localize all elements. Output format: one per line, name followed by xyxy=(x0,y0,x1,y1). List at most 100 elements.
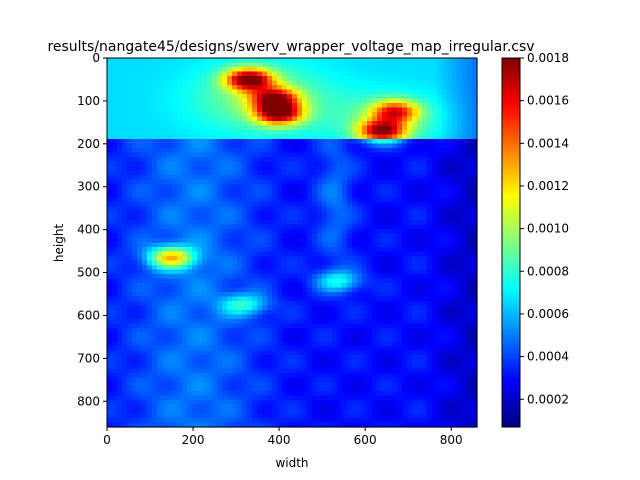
heatmap-cell xyxy=(292,314,298,320)
heatmap-cell xyxy=(132,211,138,217)
heatmap-cell xyxy=(212,188,218,194)
heatmap-cell xyxy=(262,152,268,158)
heatmap-cell xyxy=(412,224,418,230)
heatmap-cell xyxy=(267,350,273,356)
heatmap-cell xyxy=(437,301,443,307)
heatmap-cell xyxy=(372,71,378,77)
heatmap-cell xyxy=(267,220,273,226)
heatmap-cell xyxy=(367,247,373,253)
heatmap-cell xyxy=(202,98,208,104)
heatmap-cell xyxy=(152,220,158,226)
heatmap-cell xyxy=(147,179,153,185)
heatmap-cell xyxy=(287,175,293,181)
heatmap-cell xyxy=(307,197,313,203)
heatmap-cell xyxy=(427,323,433,329)
heatmap-cell xyxy=(307,323,313,329)
heatmap-cell xyxy=(172,107,178,113)
heatmap-cell xyxy=(252,337,258,343)
heatmap-cell xyxy=(452,85,458,91)
heatmap-cell xyxy=(352,341,358,347)
heatmap-cell xyxy=(417,310,423,316)
heatmap-cell xyxy=(307,341,313,347)
heatmap-cell xyxy=(227,202,233,208)
heatmap-cell xyxy=(302,319,308,325)
heatmap-cell xyxy=(327,94,333,100)
heatmap-cell xyxy=(212,184,218,190)
heatmap-cell xyxy=(422,157,428,163)
heatmap-cell xyxy=(372,197,378,203)
heatmap-cell xyxy=(462,283,468,289)
heatmap-cell xyxy=(462,310,468,316)
heatmap-cell xyxy=(272,238,278,244)
heatmap-cell xyxy=(247,170,253,176)
heatmap-cell xyxy=(282,89,288,95)
heatmap-cell xyxy=(202,143,208,149)
heatmap-cell xyxy=(202,161,208,167)
heatmap-cell xyxy=(352,166,358,172)
heatmap-cell xyxy=(452,188,458,194)
heatmap-cell xyxy=(132,319,138,325)
heatmap-cell xyxy=(162,220,168,226)
heatmap-cell xyxy=(147,202,153,208)
heatmap-cell xyxy=(137,80,143,86)
heatmap-cell xyxy=(432,229,438,235)
heatmap-cell xyxy=(372,148,378,154)
heatmap-cell xyxy=(127,143,133,149)
heatmap-cell xyxy=(327,296,333,302)
heatmap-cell xyxy=(427,211,433,217)
heatmap-cell xyxy=(192,314,198,320)
heatmap-cell xyxy=(357,247,363,253)
heatmap-cell xyxy=(287,112,293,118)
heatmap-cell xyxy=(417,247,423,253)
heatmap-cell xyxy=(362,76,368,82)
heatmap-cell xyxy=(397,85,403,91)
heatmap-cell xyxy=(202,202,208,208)
heatmap-cell xyxy=(372,247,378,253)
heatmap-cell xyxy=(402,314,408,320)
heatmap-cell xyxy=(417,346,423,352)
heatmap-cell xyxy=(327,80,333,86)
heatmap-cell xyxy=(322,157,328,163)
heatmap-cell xyxy=(142,143,148,149)
heatmap-cell xyxy=(377,112,383,118)
heatmap-cell xyxy=(237,274,243,280)
heatmap-cell xyxy=(157,107,163,113)
heatmap-cell xyxy=(452,224,458,230)
heatmap-cell xyxy=(372,193,378,199)
heatmap-cell xyxy=(467,332,473,338)
heatmap-cell xyxy=(162,238,168,244)
heatmap-cell xyxy=(157,274,163,280)
heatmap-cell xyxy=(327,134,333,140)
heatmap-cell xyxy=(127,98,133,104)
heatmap-cell xyxy=(467,211,473,217)
heatmap-cell xyxy=(117,103,123,109)
heatmap-cell xyxy=(292,193,298,199)
heatmap-cell xyxy=(217,125,223,131)
heatmap-cell xyxy=(402,193,408,199)
heatmap-cell xyxy=(277,278,283,284)
heatmap-cell xyxy=(312,287,318,293)
heatmap-cell xyxy=(262,323,268,329)
heatmap-cell xyxy=(187,98,193,104)
heatmap-cell xyxy=(307,107,313,113)
heatmap-cell xyxy=(427,103,433,109)
heatmap-cell xyxy=(357,103,363,109)
heatmap-cell xyxy=(147,301,153,307)
heatmap-cell xyxy=(167,283,173,289)
heatmap-cell xyxy=(227,62,233,68)
heatmap-cell xyxy=(457,152,463,158)
heatmap-cell xyxy=(452,337,458,343)
heatmap-cell xyxy=(357,319,363,325)
heatmap-cell xyxy=(347,242,353,248)
heatmap-cell xyxy=(167,206,173,212)
heatmap-cell xyxy=(422,71,428,77)
heatmap-cell xyxy=(187,130,193,136)
heatmap-cell xyxy=(207,62,213,68)
heatmap-cell xyxy=(252,188,258,194)
heatmap-cell xyxy=(232,211,238,217)
heatmap-cell xyxy=(452,148,458,154)
heatmap-cell xyxy=(202,94,208,100)
heatmap-cell xyxy=(192,67,198,73)
heatmap-cell xyxy=(327,116,333,122)
heatmap-cell xyxy=(387,224,393,230)
